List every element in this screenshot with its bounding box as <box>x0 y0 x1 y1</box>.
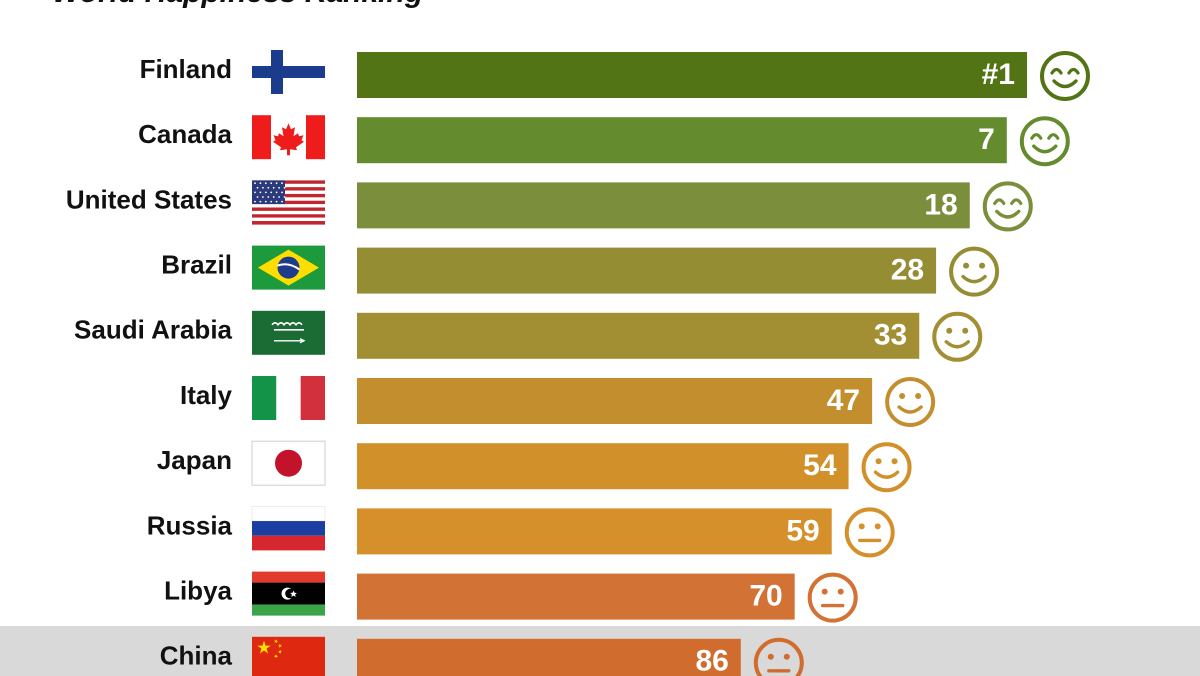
value-label-japan: 54 <box>803 449 837 482</box>
category-label-italy: Italy <box>180 380 233 410</box>
face-icon-finland <box>1040 51 1090 101</box>
bar-brazil <box>357 247 937 294</box>
category-label-china: China <box>160 641 233 671</box>
bar-saudi-arabia <box>357 312 920 359</box>
face-icon-united-states <box>982 181 1033 232</box>
value-label-brazil: 28 <box>891 254 924 287</box>
category-label-finland: Finland <box>140 54 232 84</box>
bar-finland <box>357 52 1027 98</box>
china-flag-icon <box>252 636 325 676</box>
value-label-united-states: 18 <box>924 188 957 221</box>
category-label-libya: Libya <box>164 575 232 605</box>
saudi-arabia-flag-icon <box>252 310 325 355</box>
japan-flag-icon <box>251 440 326 486</box>
libya-flag-icon <box>252 571 325 616</box>
bar-china <box>357 638 741 676</box>
bar-japan <box>357 443 849 490</box>
value-label-finland: #1 <box>982 58 1015 91</box>
category-label-japan: Japan <box>157 445 232 475</box>
chart-rows: Finland #1 Canada 7 United States 18 Brazil 28 S… <box>66 50 1090 676</box>
face-icon-japan <box>861 442 912 493</box>
value-label-china: 86 <box>695 645 728 676</box>
value-label-russia: 59 <box>786 514 819 547</box>
category-label-russia: Russia <box>147 510 233 540</box>
face-icon-libya <box>807 572 858 623</box>
bar-united-states <box>357 182 970 229</box>
face-icon-brazil <box>949 246 1000 297</box>
face-icon-russia <box>844 507 895 558</box>
canada-flag-icon <box>252 115 325 160</box>
face-icon-canada <box>1019 116 1070 167</box>
finland-flag-icon <box>252 50 325 94</box>
italy-flag-icon <box>252 376 325 420</box>
bar-russia <box>357 508 832 555</box>
face-icon-saudi-arabia <box>932 311 983 362</box>
bar-libya <box>357 573 795 620</box>
value-label-libya: 70 <box>749 580 782 613</box>
value-label-canada: 7 <box>978 123 995 156</box>
face-icon-china <box>753 637 804 676</box>
bar-italy <box>357 378 873 424</box>
category-label-saudi-arabia: Saudi Arabia <box>74 315 233 345</box>
value-label-italy: 47 <box>827 384 860 417</box>
bar-canada <box>357 117 1007 164</box>
face-icon-italy <box>885 377 936 427</box>
united-states-flag-icon <box>252 180 325 225</box>
category-label-united-states: United States <box>66 184 232 214</box>
brazil-flag-icon <box>252 245 325 290</box>
value-label-saudi-arabia: 33 <box>874 319 907 352</box>
category-label-brazil: Brazil <box>161 249 232 279</box>
russia-flag-icon <box>251 506 326 551</box>
category-label-canada: Canada <box>138 119 232 149</box>
chart-title: World Happiness Ranking <box>52 0 423 8</box>
